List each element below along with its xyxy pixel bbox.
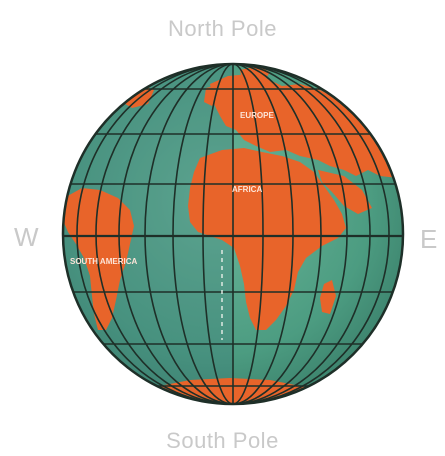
africa-label: AFRICA — [232, 185, 262, 194]
meridian-line — [118, 64, 348, 404]
europe-label: EUROPE — [240, 111, 274, 120]
south-pole-label: South Pole — [166, 428, 279, 453]
meridian-line — [202, 64, 264, 404]
meridian-line — [76, 64, 390, 404]
north-pole-label: North Pole — [168, 16, 277, 41]
west-label: W — [14, 222, 40, 252]
meridian-line — [172, 64, 294, 404]
south-america-label: SOUTH AMERICA — [70, 257, 137, 266]
arabia — [318, 170, 372, 214]
globe-outline — [61, 62, 405, 406]
africa-landmass — [188, 148, 346, 330]
meridian-line — [95, 64, 371, 404]
east-label: E — [420, 224, 438, 254]
meridian-line — [144, 64, 322, 404]
europe-landmass — [210, 74, 398, 178]
madagascar — [320, 280, 336, 314]
